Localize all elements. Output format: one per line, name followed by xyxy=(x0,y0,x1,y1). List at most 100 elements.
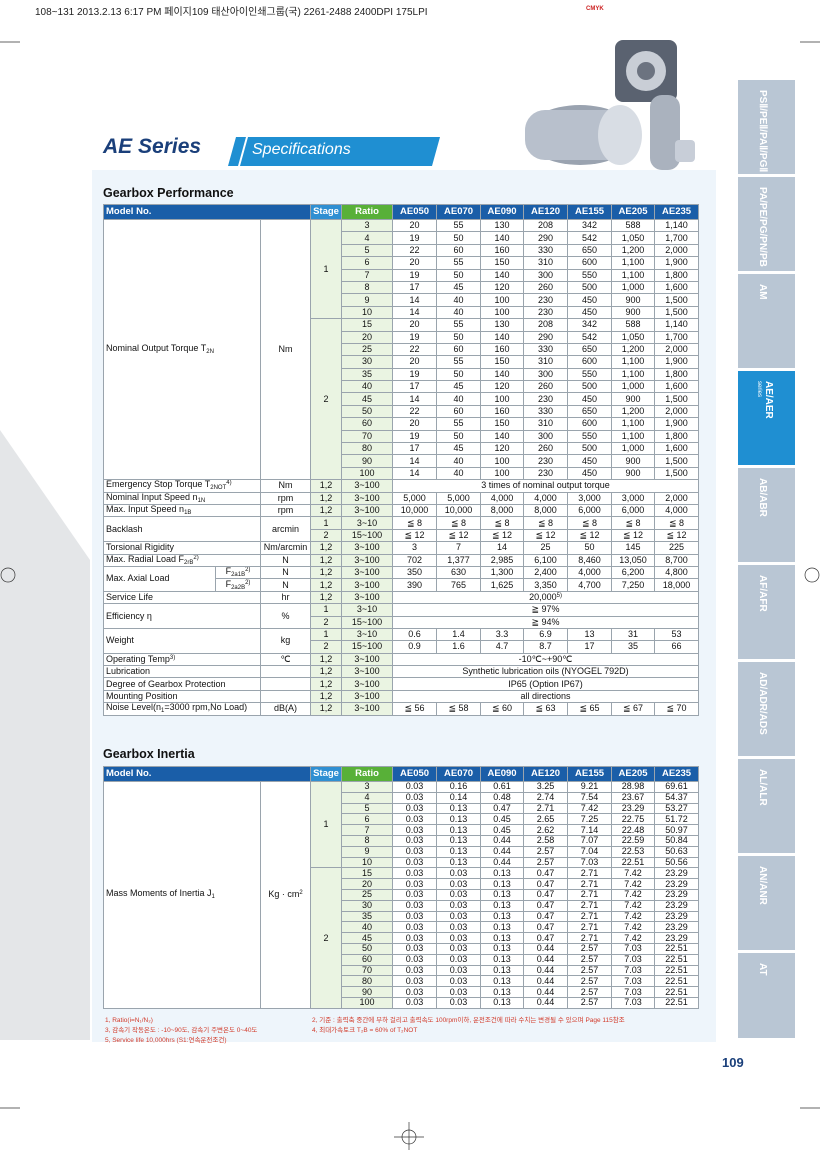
value: 588 xyxy=(611,318,656,332)
header-cell: AE155 xyxy=(567,204,613,220)
value: 7.42 xyxy=(611,910,656,923)
value: 2.57 xyxy=(567,953,613,966)
header-cell: AE090 xyxy=(480,204,525,220)
ratio: 15~100 xyxy=(341,615,394,629)
data-row: Lubrication 1,2 3~100 Synthetic lubrication… xyxy=(103,665,700,679)
value: 342 xyxy=(567,218,613,233)
value: 51.72 xyxy=(654,813,700,826)
value: 310 xyxy=(523,355,569,369)
value: 0.03 xyxy=(392,899,438,912)
value: 22.51 xyxy=(654,953,700,966)
value: 23.29 xyxy=(654,867,700,880)
ratio: 15~100 xyxy=(341,528,394,543)
unit: kg xyxy=(259,627,312,654)
ratio: 60 xyxy=(341,953,394,966)
text-part: 2) xyxy=(245,567,251,574)
value: 2.71 xyxy=(567,932,613,944)
value: 0.03 xyxy=(392,845,438,858)
value: 140 xyxy=(480,429,525,444)
value: 1,800 xyxy=(654,367,700,382)
stage: 1 xyxy=(310,516,343,530)
value: 7.04 xyxy=(567,845,613,858)
text-part: 2rB xyxy=(184,559,194,566)
value: 1,900 xyxy=(654,355,700,369)
data-row: 30 0.03 0.03 0.13 0.47 2.71 7.42 23.29 xyxy=(104,899,700,912)
value: 0.03 xyxy=(392,856,438,869)
row-label: Mass Moments of Inertia J1 xyxy=(103,781,261,1009)
value: 1,140 xyxy=(654,218,700,233)
data-row: 90 0.03 0.03 0.13 0.44 2.57 7.03 22.51 xyxy=(104,986,700,998)
text-part: 3) xyxy=(169,654,176,661)
value: 0.03 xyxy=(392,953,438,966)
value: 3.25 xyxy=(523,781,569,793)
value: ≧ 97% xyxy=(392,603,700,617)
tab-label: AL/ALR xyxy=(757,769,768,806)
data-row: Operating Temp3) ℃ 1,2 3~100 -10℃~+90℃ xyxy=(103,652,700,667)
value: 140 xyxy=(480,231,525,245)
footnotes-right: 2, 기준 : 출력축 중간에 부하 걸리고 출력속도 100rpm이하, 운전… xyxy=(312,1016,702,1036)
value: 0.44 xyxy=(523,953,569,966)
value: 0.47 xyxy=(523,878,569,890)
value: 208 xyxy=(523,318,569,332)
value: 300 xyxy=(523,429,569,444)
header-cell: AE050 xyxy=(392,766,438,782)
value: 1,100 xyxy=(611,355,656,369)
text-part: Noise Level(n xyxy=(106,702,162,713)
unit: hr xyxy=(259,590,312,605)
row-label: Torsional Rigidity xyxy=(103,541,261,555)
unit: Nm/arcmin xyxy=(259,541,312,555)
unit: Nm xyxy=(259,479,312,493)
ratio: 70 xyxy=(341,429,394,444)
ratio: 3~100 xyxy=(341,590,394,605)
side-tab: AE/AER series xyxy=(738,371,795,465)
ratio: 6 xyxy=(341,256,394,270)
ratio: 15 xyxy=(341,318,394,332)
value: 4,000 xyxy=(523,491,569,506)
unit: arcmin xyxy=(259,516,312,543)
value: 0.03 xyxy=(392,996,438,1009)
data-row: 2 15~100 ≦ 12 ≦ 12 ≦ 12 ≦ 12 ≦ 12 ≦ 12 ≦ 12 xyxy=(104,528,700,543)
value: 1,200 xyxy=(611,342,656,357)
value: 765 xyxy=(436,578,482,592)
value: 130 xyxy=(480,318,525,332)
text-part: =3000 rpm,No Load) xyxy=(164,702,248,713)
tab-label: AN/ANR xyxy=(757,866,768,905)
value: 0.03 xyxy=(436,921,482,934)
value: 50 xyxy=(436,367,482,382)
ratio: 60 xyxy=(341,417,394,431)
stage: 2 xyxy=(310,318,343,481)
value: 0.16 xyxy=(436,781,482,793)
value: 7.03 xyxy=(611,953,656,966)
value: 550 xyxy=(567,268,613,282)
value: ≦ 8 xyxy=(523,516,569,530)
value: 0.47 xyxy=(523,932,569,944)
value: 7,250 xyxy=(611,578,656,592)
data-row: 100 14 40 100 230 450 900 1,500 xyxy=(104,466,700,481)
value: 0.61 xyxy=(480,781,525,793)
value: 7 xyxy=(436,541,482,555)
data-row: Max. Radial Load F2rB2) N 1,2 3~100 702 1,377… xyxy=(103,553,700,567)
value: 0.03 xyxy=(392,942,438,955)
value: 55 xyxy=(436,256,482,270)
ratio: 40 xyxy=(341,921,394,934)
value: 0.03 xyxy=(392,867,438,880)
value: 0.13 xyxy=(480,953,525,966)
value: 0.03 xyxy=(436,996,482,1009)
value: 0.03 xyxy=(392,781,438,793)
ratio: 3~100 xyxy=(341,689,394,704)
value: 0.13 xyxy=(436,813,482,826)
value: 7.54 xyxy=(567,791,613,804)
value: 3 times of nominal output torque xyxy=(392,479,700,493)
value: 0.13 xyxy=(480,888,525,901)
value: 0.13 xyxy=(480,921,525,934)
ratio: 4 xyxy=(341,231,394,245)
value: 350 xyxy=(392,565,438,580)
row-label: Max. Radial Load F2rB2) xyxy=(103,553,261,567)
value: 2,400 xyxy=(523,565,569,580)
value: 1,900 xyxy=(654,417,700,431)
value: 14 xyxy=(392,392,438,406)
tab-label: AE/AER xyxy=(763,381,774,419)
value: 1,500 xyxy=(654,305,700,320)
value: ≦ 12 xyxy=(480,528,525,543)
value: 55 xyxy=(436,355,482,369)
